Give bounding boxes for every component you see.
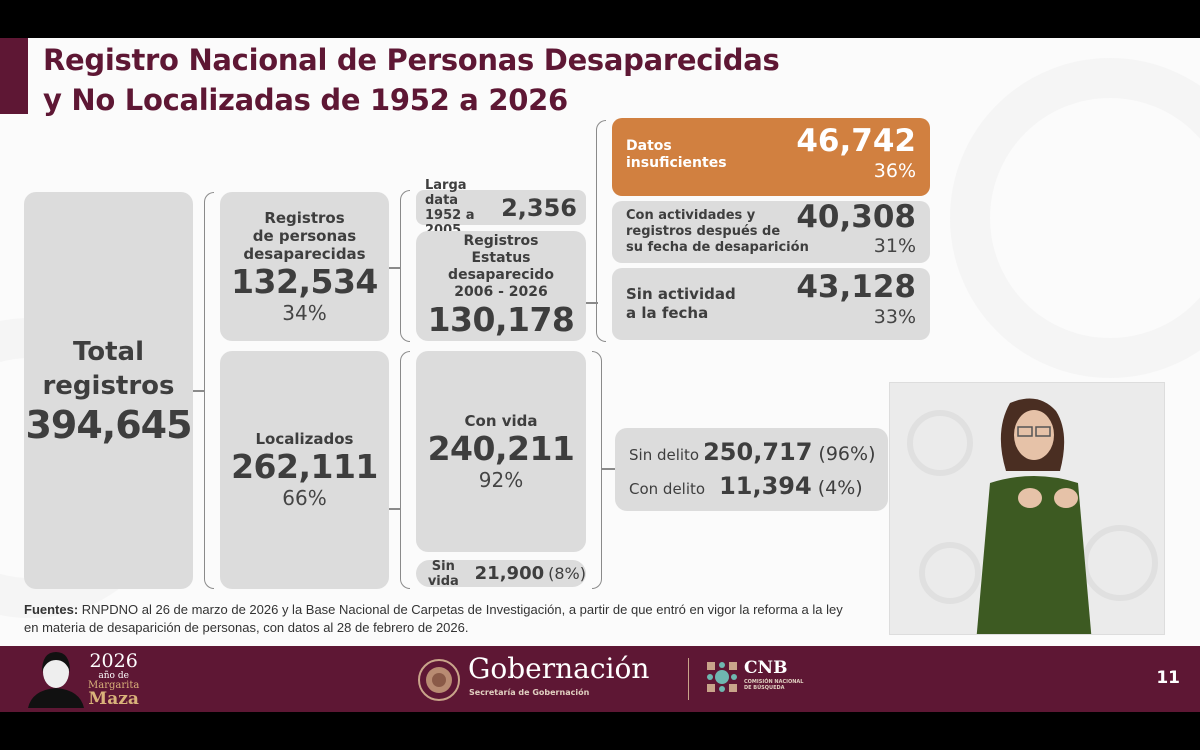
con-delito-row: Con delito 11,394 (4%) <box>629 472 863 500</box>
datos-insuficientes-pct: 36% <box>873 160 916 182</box>
title-accent-bar <box>0 38 28 114</box>
total-value: 394,645 <box>25 402 192 447</box>
connector-estatus <box>586 302 598 304</box>
con-vida-pct: 92% <box>478 467 524 492</box>
gobernacion-subtitle: Secretaría de Gobernación <box>469 688 590 697</box>
sin-vida-pct: (8%) <box>548 564 586 583</box>
cnb-logo-text: CNB <box>744 658 788 678</box>
localizados-pct: 66% <box>282 486 327 510</box>
page-title: Registro Nacional de Personas Desapareci… <box>43 40 780 120</box>
total-registros-box: Total registros 394,645 <box>24 192 193 589</box>
logo-divider <box>688 658 689 700</box>
bracket-desaparecidas <box>400 190 410 342</box>
desaparecidas-box: Registros de personas desaparecidas 132,… <box>220 192 389 341</box>
background-ornament <box>950 58 1200 378</box>
larga-data-box: Larga data 1952 a 2005 2,356 <box>416 178 586 238</box>
con-vida-value: 240,211 <box>427 428 575 468</box>
national-emblem-icon <box>418 659 460 701</box>
delito-box: Sin delito 250,717 (96%) Con delito 11,3… <box>615 428 888 511</box>
total-label: Total <box>72 336 145 367</box>
cnb-subtitle: COMISIÓN NACIONAL DE BÚSQUEDA <box>744 679 804 691</box>
sin-actividad-pct: 33% <box>873 306 916 328</box>
slide: Registro Nacional de Personas Desapareci… <box>0 38 1200 712</box>
con-vida-box: Con vida 240,211 92% <box>416 351 586 552</box>
footer-divider <box>0 641 1200 646</box>
estatus-value: 130,178 <box>427 300 575 339</box>
sin-vida-value: 21,900 <box>474 563 545 584</box>
total-label-2: registros <box>42 370 175 401</box>
year-badge: 2026 año de Margarita Maza <box>88 650 140 709</box>
page-number: 11 <box>1156 668 1180 688</box>
sin-vida-box: Sin vida 21,900 (8%) <box>416 559 586 589</box>
con-actividades-box: Con actividades y registros después de su … <box>612 199 930 263</box>
sin-delito-row: Sin delito 250,717 (96%) <box>629 438 876 466</box>
connector-delito <box>601 468 615 470</box>
desaparecidas-value: 132,534 <box>231 261 378 301</box>
sources-note: Fuentes: RNPDNO al 26 de marzo de 2026 y… <box>24 602 843 635</box>
larga-data-value: 2,356 <box>501 193 577 222</box>
connector-localizados <box>389 508 401 510</box>
footer-bar: 2026 año de Margarita Maza Gobernación S… <box>0 646 1200 712</box>
bracket-total <box>204 192 214 589</box>
interpreter-figure-icon <box>890 383 1164 634</box>
sin-actividad-value: 43,128 <box>796 269 916 305</box>
title-line-2: y No Localizadas de 1952 a 2026 <box>43 83 568 117</box>
bracket-localizados <box>400 351 410 589</box>
localizados-box: Localizados 262,111 66% <box>220 351 389 589</box>
title-line-1: Registro Nacional de Personas Desapareci… <box>43 43 780 77</box>
sin-actividad-box: Sin actividad a la fecha 43,128 33% <box>612 268 930 340</box>
desaparecidas-pct: 34% <box>282 300 327 325</box>
con-actividades-pct: 31% <box>873 235 916 257</box>
connector-total <box>193 390 205 392</box>
cnb-logo-icon <box>707 662 737 692</box>
sign-language-interpreter-video <box>889 382 1165 635</box>
bracket-con-vida <box>592 351 602 589</box>
bracket-breakdown <box>596 120 606 342</box>
gobernacion-logo: Gobernación <box>468 652 650 685</box>
datos-insuficientes-value: 46,742 <box>796 123 916 159</box>
localizados-value: 262,111 <box>231 447 378 486</box>
estatus-desaparecido-box: Registros Estatus desaparecido 2006 - 20… <box>416 231 586 341</box>
connector-desaparecidas <box>389 267 401 269</box>
datos-insuficientes-box: Datos insuficientes 46,742 36% <box>612 118 930 196</box>
margarita-maza-portrait-icon <box>28 652 84 708</box>
con-actividades-value: 40,308 <box>796 199 916 235</box>
